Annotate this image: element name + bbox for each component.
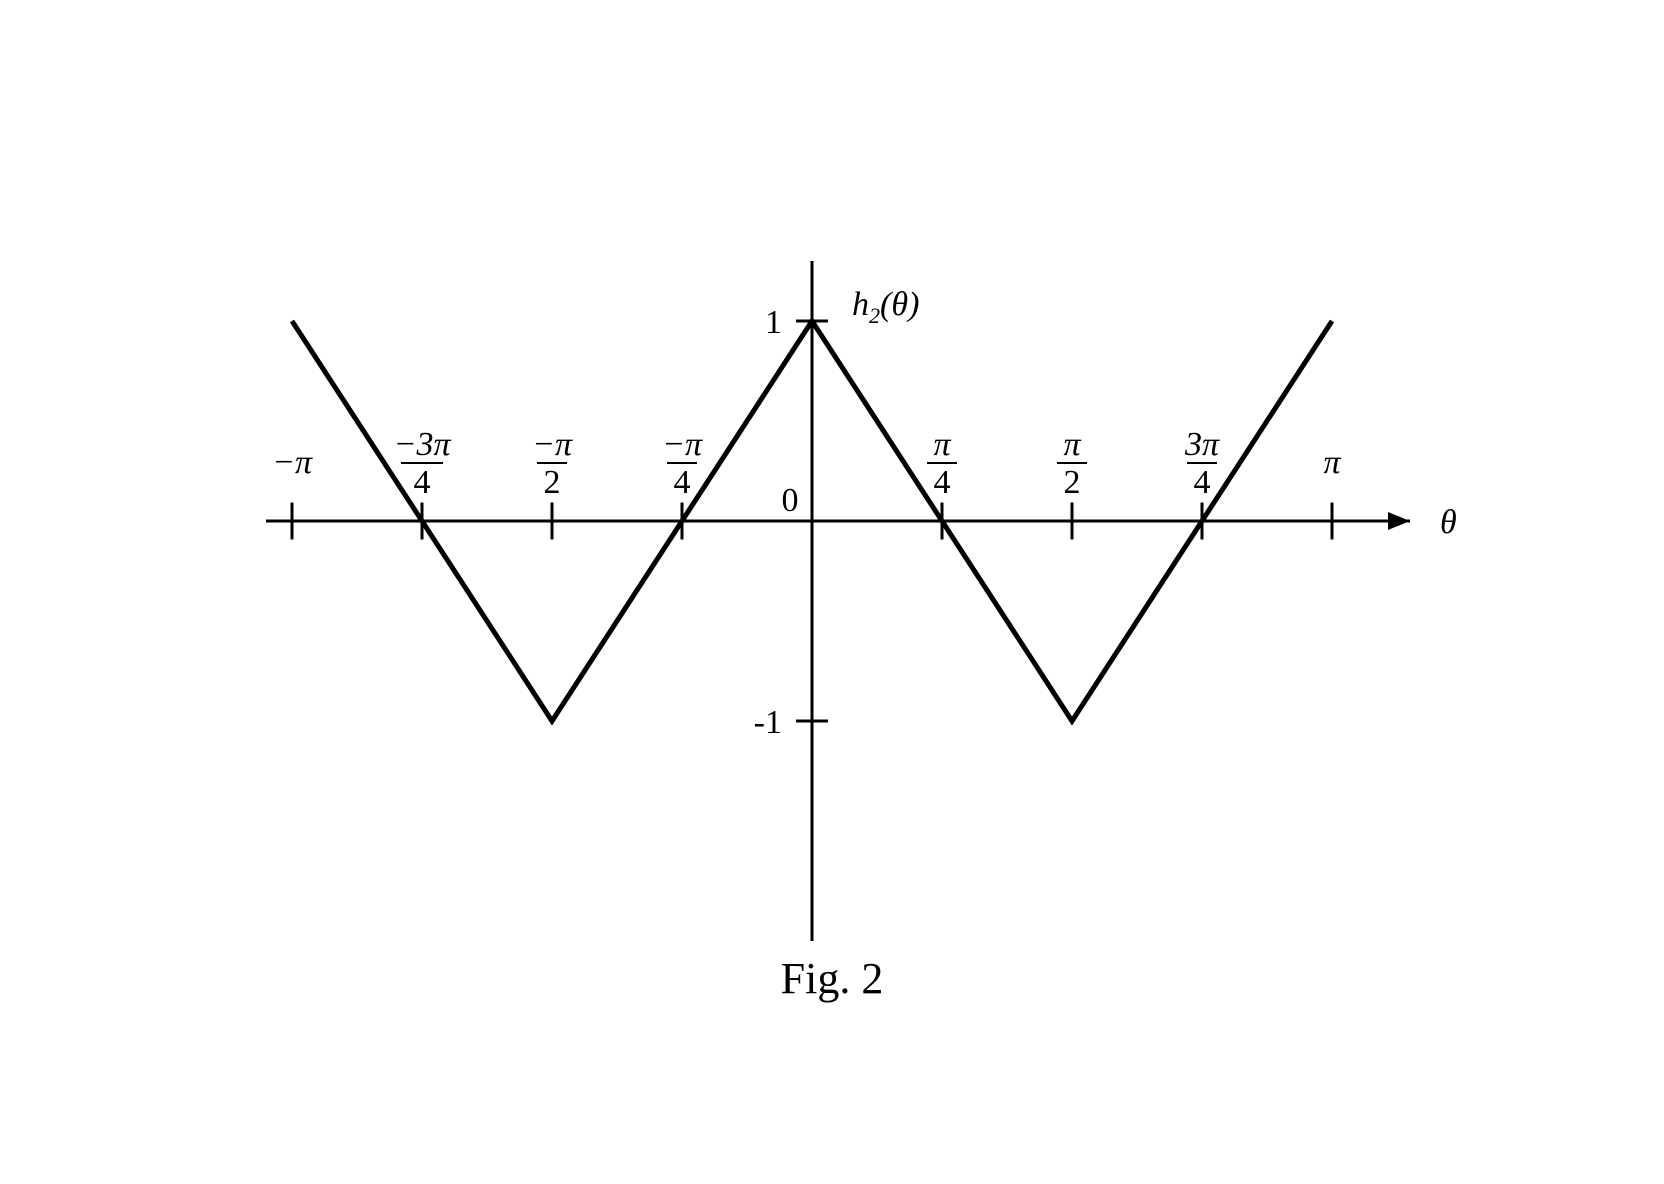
- x-tick-numerator: 3π: [1184, 426, 1220, 463]
- chart-container: θh2(θ)01-1−π−3π4−π2−π4π4π23π4π: [132, 141, 1532, 961]
- figure-caption: Fig. 2: [781, 953, 884, 1004]
- x-tick-numerator: π: [933, 426, 951, 463]
- x-tick-denominator: 4: [1194, 464, 1211, 501]
- x-tick-label: π: [1323, 444, 1341, 481]
- x-tick-denominator: 4: [414, 464, 431, 501]
- x-tick-numerator: −π: [532, 426, 573, 463]
- y-tick-label: 1: [765, 304, 782, 341]
- x-tick-numerator: −π: [662, 426, 703, 463]
- triangle-wave-chart: θh2(θ)01-1−π−3π4−π2−π4π4π23π4π: [132, 141, 1532, 961]
- x-tick-denominator: 2: [1064, 464, 1081, 501]
- x-tick-denominator: 4: [674, 464, 691, 501]
- x-tick-numerator: π: [1063, 426, 1081, 463]
- x-axis-label: θ: [1440, 504, 1457, 541]
- x-tick-denominator: 4: [934, 464, 951, 501]
- x-tick-denominator: 2: [544, 464, 561, 501]
- x-tick-label: −π: [272, 444, 313, 481]
- y-tick-label: -1: [754, 704, 782, 741]
- origin-label: 0: [782, 482, 799, 519]
- y-axis-label: h2(θ): [852, 286, 919, 328]
- x-tick-numerator: −3π: [394, 426, 452, 463]
